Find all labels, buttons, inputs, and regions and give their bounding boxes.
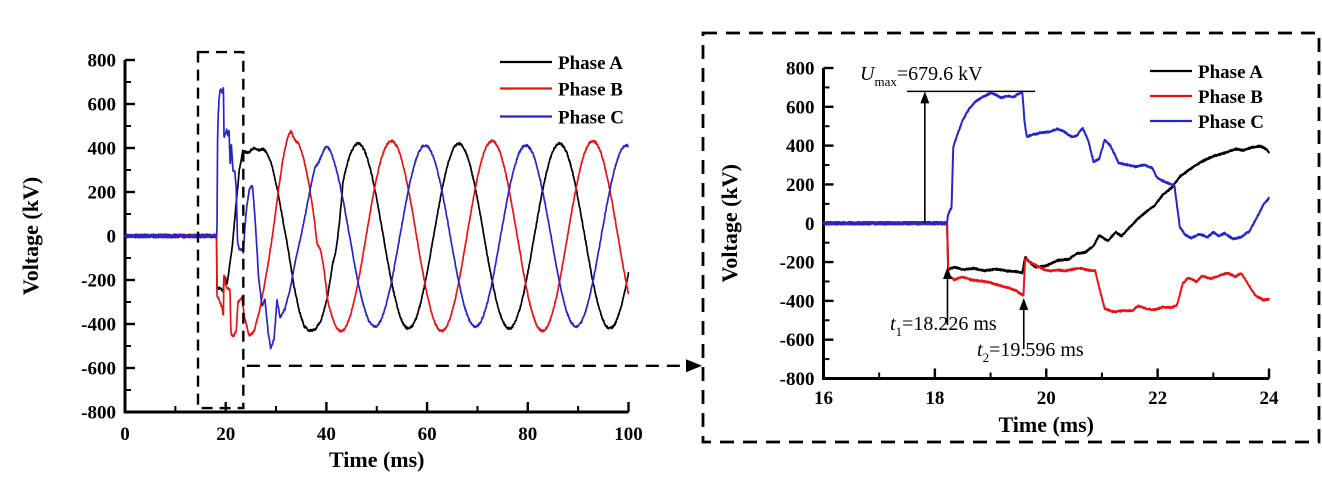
x-tick-label: 80 xyxy=(518,424,537,445)
y-tick-label: -200 xyxy=(780,253,815,274)
legend-label-phase-b: Phase B xyxy=(558,80,623,101)
x-axis-title: Time (ms) xyxy=(329,447,425,472)
t2-arrowhead xyxy=(1019,298,1029,310)
y-tick-label: -600 xyxy=(81,359,116,380)
overview-chart: 0 20 40 60 80 100 -800 -600 -400 -200 0 200 400 600 80… xyxy=(18,50,702,472)
y-tick-label: -200 xyxy=(81,271,116,292)
y-tick-label: -800 xyxy=(780,369,815,390)
phase-c-curve xyxy=(822,90,1270,241)
phase-a-curve xyxy=(822,144,1270,275)
legend: Phase A Phase B Phase C xyxy=(1150,62,1264,133)
t2-annotation-label: t2=19.596 ms xyxy=(977,339,1084,365)
y-tick-label: -400 xyxy=(81,315,116,336)
x-tick-label: 22 xyxy=(1148,388,1167,409)
zoom-panel-border xyxy=(701,31,1321,444)
y-tick-label: 0 xyxy=(805,214,815,235)
legend: Phase A Phase B Phase C xyxy=(500,53,624,129)
legend-label-phase-a: Phase A xyxy=(1198,62,1263,83)
y-axis-title: Voltage (kV) xyxy=(18,177,43,295)
y-tick-label: 600 xyxy=(88,95,117,116)
y-tick-label: -600 xyxy=(780,330,815,351)
x-tick-label: 100 xyxy=(614,424,643,445)
x-tick-label: 20 xyxy=(1037,388,1056,409)
y-tick-label: -400 xyxy=(780,291,815,312)
y-tick-label: 400 xyxy=(88,139,117,160)
t1-annotation-label: t1=18.226 ms xyxy=(890,313,997,339)
legend-label-phase-c: Phase C xyxy=(1198,112,1264,133)
y-tick-label: 400 xyxy=(786,136,815,157)
y-axis-title: Voltage (kV) xyxy=(717,164,742,282)
x-tick-label: 20 xyxy=(216,424,235,445)
x-tick-label: 40 xyxy=(317,424,336,445)
umax-annotation-label: Umax=679.6 kV xyxy=(860,63,983,89)
phase-c-curve xyxy=(124,87,630,350)
x-tick-label: 60 xyxy=(418,424,437,445)
zoom-connector-arrowhead xyxy=(686,359,702,373)
y-tick-label: 200 xyxy=(88,183,117,204)
phase-b-curve xyxy=(124,129,630,338)
t1-arrowhead xyxy=(942,267,952,279)
y-tick-label: -800 xyxy=(81,403,116,424)
legend-label-phase-c: Phase C xyxy=(558,108,624,129)
umax-arrowhead xyxy=(920,91,930,104)
y-tick-label: 200 xyxy=(786,175,815,196)
x-tick-label: 0 xyxy=(120,424,130,445)
x-axis-title: Time (ms) xyxy=(998,412,1094,437)
y-tick-label: 600 xyxy=(786,97,815,118)
legend-label-phase-b: Phase B xyxy=(1198,87,1263,108)
zoom-region-box xyxy=(196,50,245,410)
x-tick-label: 18 xyxy=(925,388,944,409)
legend-label-phase-a: Phase A xyxy=(558,53,623,74)
y-tick-label: 0 xyxy=(107,227,117,248)
x-tick-label: 16 xyxy=(814,388,833,409)
y-tick-label: 800 xyxy=(88,51,117,72)
zoom-chart: 16 18 20 22 24 -800 -600 -400 -200 0 200 400 600 800 T… xyxy=(701,31,1321,444)
y-tick-label: 800 xyxy=(786,59,815,80)
x-tick-label: 24 xyxy=(1260,388,1280,409)
